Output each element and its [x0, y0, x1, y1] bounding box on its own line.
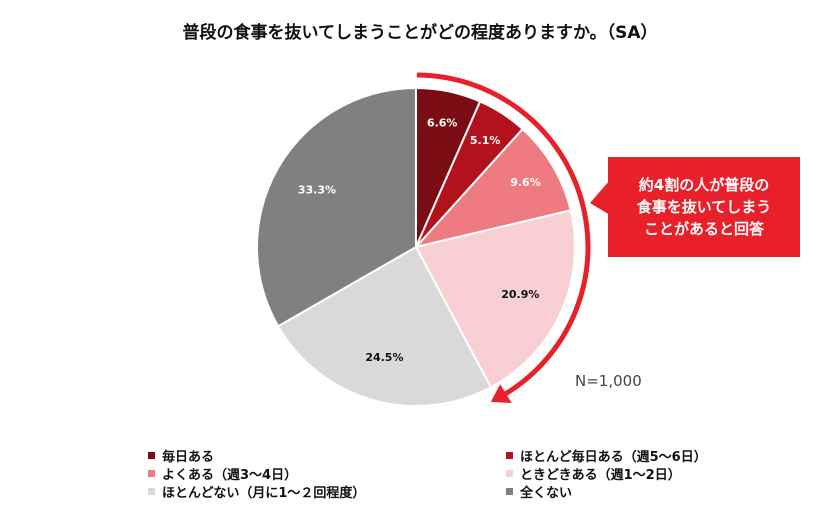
legend-label: よくある（週3～4日） — [162, 468, 298, 483]
callout-pointer — [590, 180, 610, 215]
annotation-text: 約4割の人が普段の 食事を抜いてしまう ことがあると回答 — [636, 176, 772, 238]
legend-label: ほとんど毎日ある（週5～6日） — [520, 450, 707, 465]
pie-slice-5 — [256, 86, 417, 328]
legend-label: 全くない — [520, 486, 573, 501]
pie-slice-3 — [414, 209, 576, 389]
sample-size-label: N=1,000 — [575, 372, 642, 390]
legend-swatch — [148, 452, 155, 459]
legend-label: ときどきある（週1～2日） — [520, 468, 681, 483]
slice-data-label-1: 5.1% — [470, 134, 501, 147]
pie-slice-4 — [276, 245, 493, 407]
legend-label: ほとんどない（月に1～２回程度） — [162, 486, 366, 501]
legend-item-3: ときどきある（週1～2日） — [506, 464, 681, 483]
slice-data-label-0: 6.6% — [427, 117, 458, 130]
legend-item-4: ほとんどない（月に1～２回程度） — [148, 482, 365, 501]
legend-swatch — [148, 488, 155, 495]
legend-item-1: ほとんど毎日ある（週5～6日） — [506, 446, 707, 465]
slice-data-label-4: 24.5% — [365, 351, 403, 364]
highlight-arc — [416, 72, 591, 397]
legend-label: 毎日ある — [162, 450, 215, 465]
annotation-callout: 約4割の人が普段の 食事を抜いてしまう ことがあると回答 — [608, 157, 800, 257]
legend-item-5: 全くない — [506, 482, 572, 501]
slice-data-label-5: 33.3% — [298, 184, 336, 197]
pie-slice-2 — [413, 127, 572, 249]
chart-title: 普段の食事を抜いてしまうことがどの程度ありますか。（SA） — [182, 23, 658, 43]
legend-item-2: よくある（週3～4日） — [148, 464, 297, 483]
slice-data-label-3: 20.9% — [501, 288, 539, 301]
slice-data-label-2: 9.6% — [510, 176, 541, 189]
legend-item-0: 毎日ある — [148, 446, 214, 465]
legend-swatch — [506, 470, 513, 477]
legend-swatch — [148, 470, 155, 477]
arrow-head-icon — [490, 384, 512, 404]
legend-swatch — [506, 488, 513, 495]
legend-swatch — [506, 452, 513, 459]
